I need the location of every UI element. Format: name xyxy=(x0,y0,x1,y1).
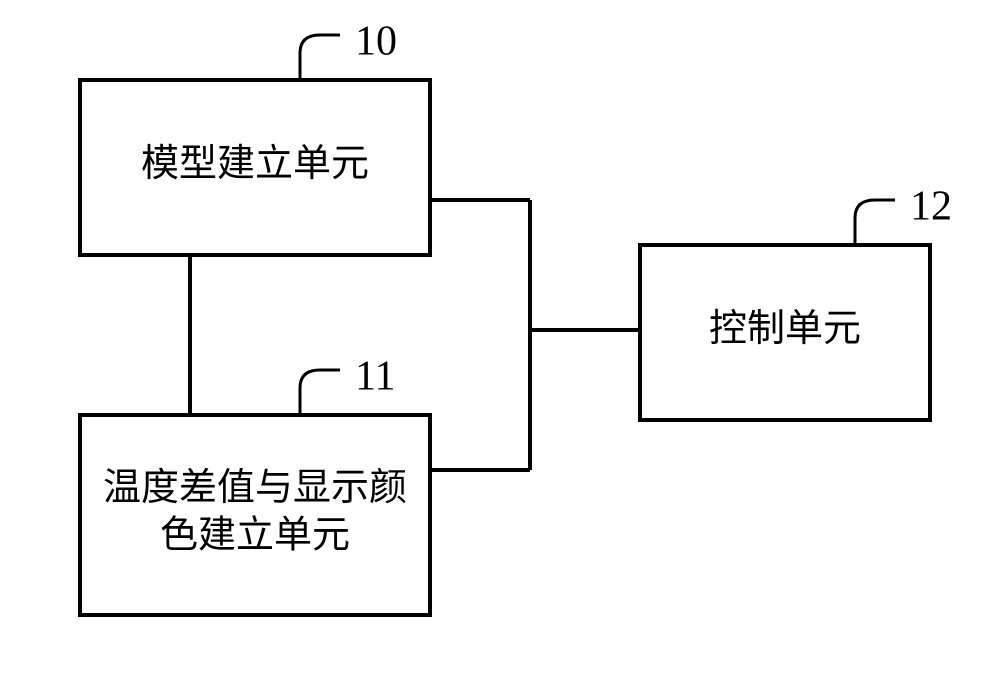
ref-label: 11 xyxy=(355,354,395,400)
ref-label: 12 xyxy=(910,184,952,230)
node-label: 模型建立单元 xyxy=(141,143,369,185)
ref-label: 10 xyxy=(355,19,397,65)
node-label: 色建立单元 xyxy=(160,514,350,556)
node-n12: 控制单元 xyxy=(640,245,930,420)
node-n11: 温度差值与显示颜色建立单元 xyxy=(80,415,430,615)
block-diagram: 模型建立单元温度差值与显示颜色建立单元控制单元101112 xyxy=(0,0,998,694)
node-label: 温度差值与显示颜 xyxy=(103,467,407,509)
node-label: 控制单元 xyxy=(709,308,861,350)
node-n10: 模型建立单元 xyxy=(80,80,430,255)
